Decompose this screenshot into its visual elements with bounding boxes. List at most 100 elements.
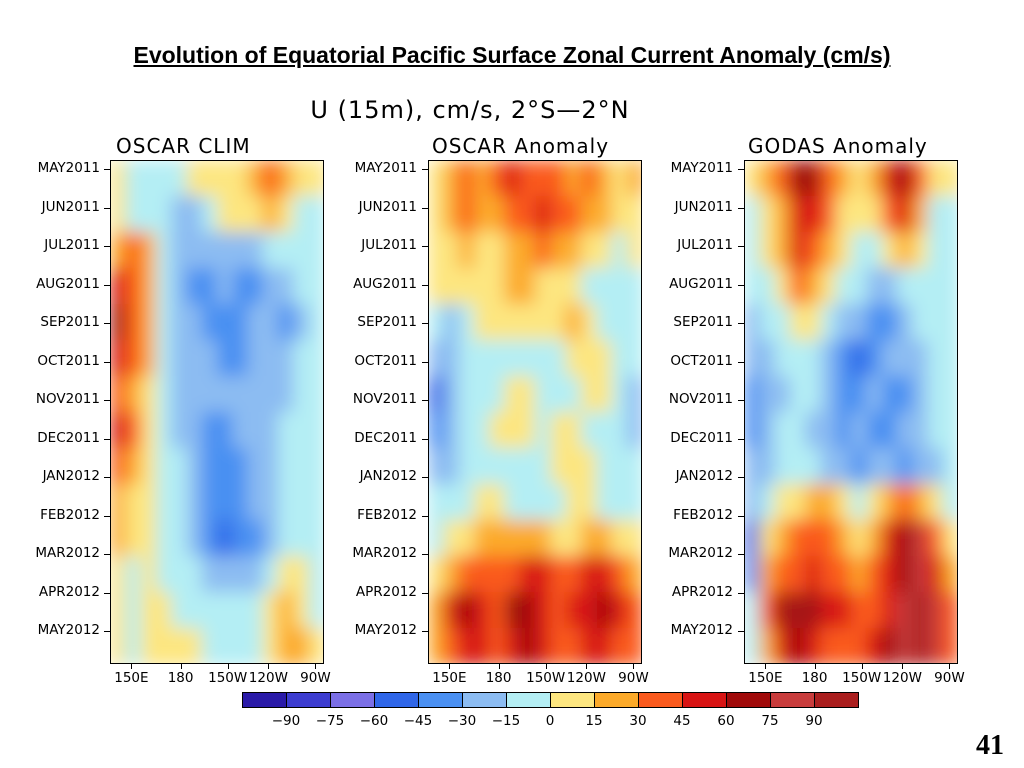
heatmap-cell <box>429 412 446 450</box>
heatmap-cell <box>111 484 128 522</box>
heatmap-cell <box>535 484 553 522</box>
heatmap-cell <box>519 196 537 234</box>
heatmap-cell <box>293 412 311 450</box>
heatmap-cell <box>232 196 250 234</box>
y-tick-mark <box>104 477 110 478</box>
heatmap-cell <box>942 304 957 342</box>
heatmap-cell <box>262 484 281 522</box>
y-tick-mark <box>104 515 110 517</box>
heatmap-cell <box>504 628 522 663</box>
y-tick-label: JUN2011 <box>674 198 733 215</box>
y-tick-label: OCT2011 <box>354 352 417 369</box>
heatmap-cell <box>171 268 189 306</box>
heatmap-cell <box>504 520 522 558</box>
heatmap-cell <box>232 412 250 450</box>
heatmap-cell <box>626 592 641 630</box>
heatmap-cell <box>912 556 930 594</box>
heatmap-cell <box>596 232 614 270</box>
heatmap-cell <box>942 628 957 663</box>
heatmap-cell <box>789 304 808 342</box>
y-tick-mark <box>422 246 428 247</box>
y-tick-label: APR2012 <box>671 583 733 600</box>
heatmap-cell <box>443 484 461 522</box>
heatmap-cell <box>896 304 915 342</box>
heatmap-cell <box>805 520 823 558</box>
x-tick-label: 150W <box>842 670 882 686</box>
panel-title-0: OSCAR CLIM <box>116 134 251 158</box>
heatmap-cell <box>596 304 614 342</box>
y-tick-mark <box>104 169 110 170</box>
heatmap-cell <box>835 268 853 306</box>
y-tick-label: MAY2011 <box>670 160 733 176</box>
heatmap-cell <box>626 304 641 342</box>
heatmap-cell <box>789 628 808 663</box>
heatmap-cell <box>535 412 553 450</box>
heatmap-cell <box>217 628 235 663</box>
heatmap-cell <box>217 232 235 270</box>
heatmap-cell <box>278 520 296 558</box>
heatmap-cell <box>155 268 174 306</box>
heatmap-cell <box>308 484 323 522</box>
heatmap-cell <box>125 161 143 198</box>
colorbar-swatch <box>242 692 287 708</box>
heatmap-cell <box>473 376 492 414</box>
heatmap-cell <box>186 484 204 522</box>
heatmap-cell <box>519 268 537 306</box>
heatmap-cell <box>881 592 899 630</box>
heatmap-cell <box>866 161 884 198</box>
heatmap-cell <box>759 376 777 414</box>
heatmap-cell <box>429 520 446 558</box>
y-tick-label: MAY2012 <box>670 622 733 638</box>
heatmap-cell <box>473 484 492 522</box>
colorbar-label: 15 <box>585 713 603 729</box>
heatmap-cell <box>140 556 158 594</box>
heatmap-cell <box>759 340 777 378</box>
heatmap-cell <box>927 520 945 558</box>
heatmap-cell <box>293 520 311 558</box>
heatmap-cell <box>596 340 614 378</box>
heatmap-cell <box>927 196 945 234</box>
heatmap-cell <box>596 592 614 630</box>
y-tick-mark <box>104 361 110 363</box>
heatmap-cell <box>293 232 311 270</box>
heatmap-cell <box>789 340 808 378</box>
heatmap-cell <box>247 592 265 630</box>
heatmap-cell <box>171 520 189 558</box>
heatmap-cell <box>489 448 507 486</box>
heatmap-cell <box>217 448 235 486</box>
heatmap-cell <box>881 161 899 198</box>
y-tick-mark <box>104 323 110 324</box>
heatmap-cell <box>458 376 476 414</box>
heatmap-cell <box>866 412 884 450</box>
heatmap-cell <box>171 592 189 630</box>
heatmap-cell <box>550 556 568 594</box>
colorbar-label: −90 <box>271 713 301 729</box>
heatmap-cell <box>201 161 219 198</box>
heatmap-cell <box>774 448 792 486</box>
heatmap-cell <box>262 304 281 342</box>
heatmap-cell <box>942 161 957 198</box>
heatmap-cell <box>504 268 522 306</box>
heatmap-cell <box>458 232 476 270</box>
heatmap-cell <box>596 268 614 306</box>
heatmap-cell <box>262 196 281 234</box>
heatmap-cell <box>535 196 553 234</box>
heatmap-cell <box>805 304 823 342</box>
x-tick-mark <box>315 664 317 669</box>
heatmap-cell <box>111 448 128 486</box>
y-tick-label: OCT2011 <box>37 352 100 369</box>
heatmap-cell <box>927 484 945 522</box>
heatmap-cell <box>473 340 492 378</box>
heatmap-cell <box>835 304 853 342</box>
y-tick-label: JAN2012 <box>42 468 100 484</box>
heatmap-cell <box>835 520 853 558</box>
heatmap-cell <box>881 484 899 522</box>
heatmap-cell <box>504 196 522 234</box>
heatmap-svg-2 <box>745 161 957 663</box>
heatmap-cell <box>550 592 568 630</box>
heatmap-cell <box>774 340 792 378</box>
heatmap-cell <box>565 196 583 234</box>
heatmap-cell <box>789 268 808 306</box>
heatmap-cell <box>912 448 930 486</box>
heatmap-cell <box>140 196 158 234</box>
